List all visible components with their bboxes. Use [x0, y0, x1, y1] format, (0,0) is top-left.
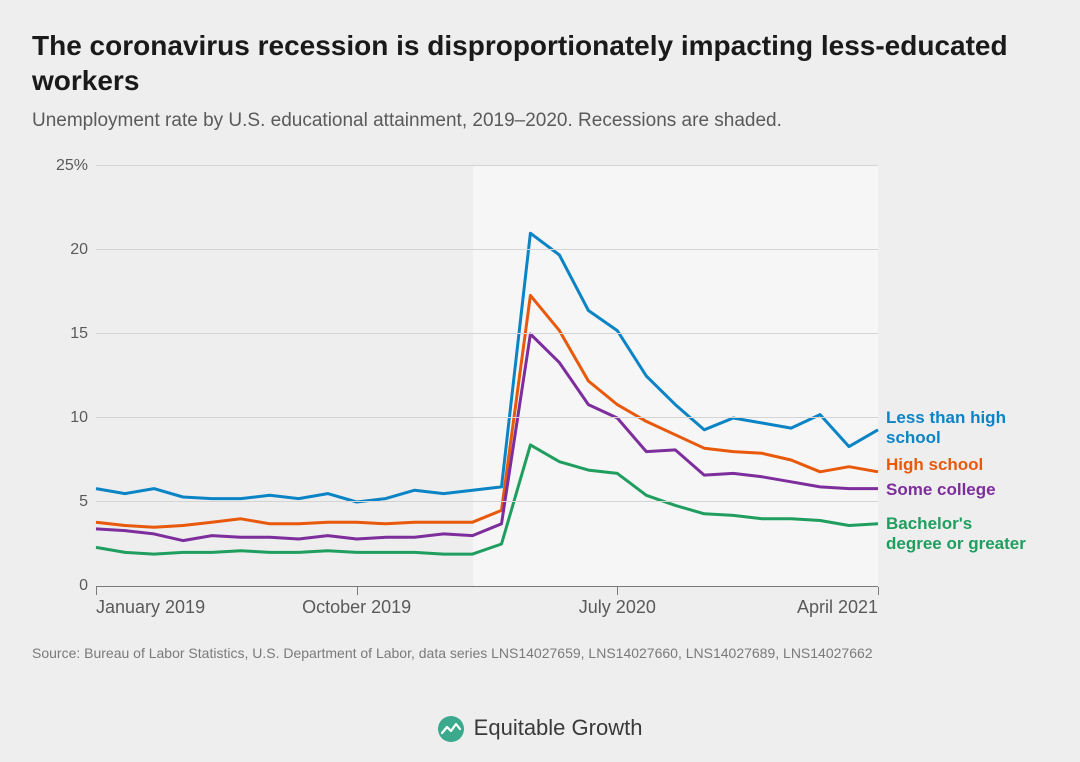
series-line	[96, 334, 878, 541]
y-tick-label: 20	[70, 241, 88, 259]
x-tick-label: January 2019	[96, 597, 205, 618]
x-tick-label: July 2020	[579, 597, 656, 618]
x-tick-label: October 2019	[302, 597, 411, 618]
series-line	[96, 233, 878, 502]
footer-brand: Equitable Growth	[0, 715, 1080, 742]
chart-subtitle: Unemployment rate by U.S. educational at…	[32, 110, 1048, 132]
series-label: High school	[886, 455, 983, 475]
series-label: Less than highschool	[886, 408, 1006, 449]
brand-name: Equitable Growth	[474, 715, 643, 740]
source-text: Source: Bureau of Labor Statistics, U.S.…	[32, 644, 1048, 664]
series-label: Bachelor'sdegree or greater	[886, 514, 1026, 555]
lines-svg	[96, 166, 878, 586]
plot-area	[96, 166, 878, 586]
y-axis: 0510152025%	[56, 166, 96, 586]
series-label: Some college	[886, 480, 996, 500]
chart-title: The coronavirus recession is disproporti…	[32, 28, 1048, 98]
y-tick-label: 0	[79, 577, 88, 595]
y-tick-label: 15	[70, 325, 88, 343]
x-axis: January 2019 October 2019 July 2020 April 2…	[96, 586, 878, 636]
y-tick-label: 25%	[56, 157, 88, 175]
x-tick	[878, 587, 879, 595]
x-tick	[96, 587, 97, 595]
x-tick	[617, 587, 618, 595]
y-gridline	[96, 501, 878, 502]
y-tick-label: 10	[70, 409, 88, 427]
x-tick	[357, 587, 358, 595]
chart-container: The coronavirus recession is disproporti…	[0, 0, 1080, 684]
x-tick-label: April 2021	[797, 597, 878, 618]
y-gridline	[96, 165, 878, 166]
y-tick-label: 5	[79, 493, 88, 511]
series-line	[96, 295, 878, 527]
brand-logo-icon	[438, 716, 464, 742]
chart-area: 0 5 10 15 20 25% January 2019 October 2019 July…	[56, 156, 878, 636]
y-gridline	[96, 417, 878, 418]
y-gridline	[96, 249, 878, 250]
y-gridline	[96, 333, 878, 334]
